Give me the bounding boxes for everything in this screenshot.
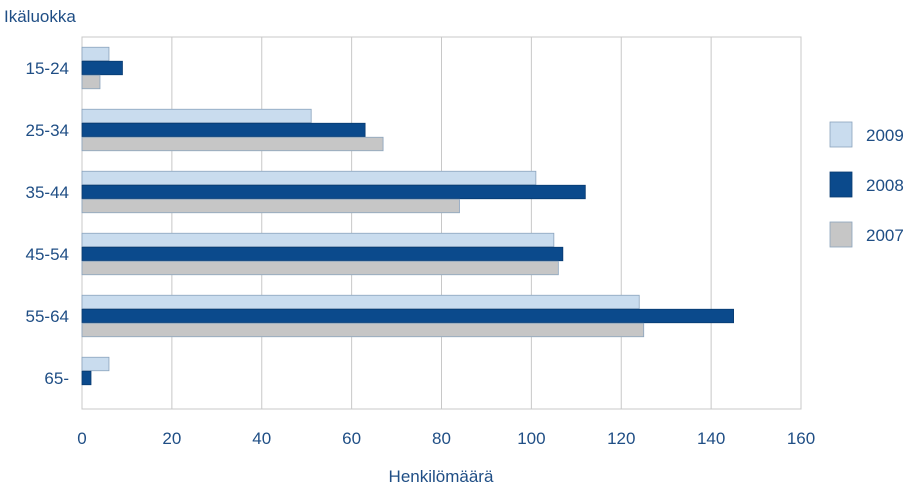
legend-label: 2009	[866, 126, 904, 145]
x-tick-label: 140	[697, 429, 725, 448]
bar-2007-25-34	[81, 136, 384, 152]
category-label: 55-64	[26, 307, 69, 326]
legend-item-2007: 2007	[829, 221, 904, 248]
bar-2008-55-64	[81, 308, 734, 324]
bar-2009-65-	[81, 356, 110, 372]
bar-2009-25-34	[81, 108, 312, 124]
bar-2007-35-44	[81, 198, 460, 214]
category-label: 15-24	[26, 59, 69, 78]
legend-item-2008: 2008	[829, 171, 904, 198]
x-tick-labels: 0 20 40 60 80 100 120 140 160	[77, 429, 815, 448]
x-tick-label: 60	[342, 429, 361, 448]
x-tick-label: 120	[607, 429, 635, 448]
x-tick-label: 160	[787, 429, 815, 448]
bar-2008-25-34	[81, 122, 366, 138]
bar-2008-35-44	[81, 184, 586, 200]
x-tick-label: 80	[432, 429, 451, 448]
x-tick-label: 20	[162, 429, 181, 448]
legend-label: 2008	[866, 176, 904, 195]
x-tick-label: 40	[252, 429, 271, 448]
bar-2009-55-64	[81, 294, 640, 310]
legend-swatch	[829, 221, 853, 248]
gridlines	[81, 36, 802, 410]
category-label: 45-54	[26, 245, 69, 264]
y-axis-title: Ikäluokka	[4, 7, 76, 26]
bar-2008-15-24	[81, 60, 123, 76]
bar-2008-45-54	[81, 246, 564, 262]
legend-swatch	[829, 171, 853, 198]
bar-2007-45-54	[81, 260, 559, 276]
x-axis-title: Henkilömäärä	[389, 467, 494, 486]
legend-item-2009: 2009	[829, 121, 904, 148]
bar-2008-65-	[81, 370, 92, 386]
category-label: 65-	[44, 369, 69, 388]
x-tick-label: 100	[517, 429, 545, 448]
legend-swatch	[829, 121, 853, 148]
bars	[81, 46, 734, 386]
bar-2009-35-44	[81, 170, 537, 186]
legend-label: 2007	[866, 226, 904, 245]
legend: 2009 2008 2007	[829, 121, 904, 248]
category-label: 25-34	[26, 121, 69, 140]
category-labels: 15-24 25-34 35-44 45-54 55-64 65-	[26, 59, 69, 388]
bar-2009-45-54	[81, 232, 555, 248]
x-tick-label: 0	[77, 429, 86, 448]
bar-2009-15-24	[81, 46, 110, 62]
bar-2007-55-64	[81, 322, 645, 338]
bar-2007-15-24	[81, 74, 101, 90]
category-label: 35-44	[26, 183, 69, 202]
